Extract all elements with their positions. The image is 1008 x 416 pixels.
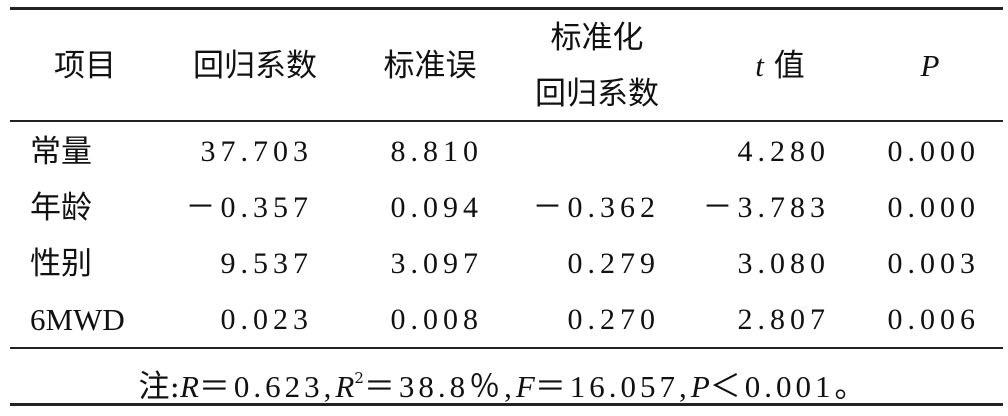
body-rule xyxy=(10,347,1003,349)
value-cell: 0.270 xyxy=(567,303,660,336)
note-symbol: R xyxy=(335,369,355,404)
row-label: 常量 xyxy=(30,134,92,170)
value-cell: 0.279 xyxy=(567,247,660,280)
note-text: 注: xyxy=(138,369,180,405)
value-cell: －0.362 xyxy=(532,191,660,224)
note-symbol: F xyxy=(515,369,535,404)
header-cell: t 值 xyxy=(700,46,860,86)
value-cell: 3.097 xyxy=(390,247,483,280)
value-cell: 9.537 xyxy=(220,247,313,280)
value-cell: 0.003 xyxy=(887,247,980,280)
value-cell: 3.080 xyxy=(737,247,830,280)
value-cell: －3.783 xyxy=(702,191,830,224)
header-cell: 回归系数 xyxy=(535,76,659,112)
value-cell: 0.008 xyxy=(390,303,483,336)
value-cell: 0.094 xyxy=(390,191,483,224)
header-cell: 标准误 xyxy=(383,48,477,84)
note-text: ＝0.623, xyxy=(198,369,336,404)
note-symbol: P xyxy=(690,369,710,404)
value-cell: 0.000 xyxy=(887,135,980,168)
value-cell: 2.807 xyxy=(737,303,830,336)
note-text: ＝38.8％, xyxy=(363,369,516,404)
row-label: 性别 xyxy=(30,246,92,282)
table-note: 注:R＝0.623,R2＝38.8％,F＝16.057,P＜0.001。 xyxy=(0,356,1008,409)
header-rule xyxy=(10,120,1003,122)
header-italic: t xyxy=(755,48,764,83)
note-text: ＜0.001。 xyxy=(709,369,870,404)
top-rule xyxy=(10,7,1003,10)
row-label: 年龄 xyxy=(30,190,92,226)
header-cell: 回归系数 xyxy=(193,48,317,84)
header-cell: P xyxy=(920,48,940,83)
header-text: 值 xyxy=(773,48,805,84)
note-text: ＝16.057, xyxy=(534,369,691,404)
row-label: 6MWD xyxy=(30,302,125,337)
superscript: 2 xyxy=(354,369,364,387)
value-cell: －0.357 xyxy=(185,191,313,224)
bottom-rule xyxy=(10,403,1003,406)
header-cell: 项目 xyxy=(54,48,116,84)
value-cell: 8.810 xyxy=(390,135,483,168)
value-cell: 0.023 xyxy=(220,303,313,336)
value-cell: 0.000 xyxy=(887,191,980,224)
value-cell: 0.006 xyxy=(887,303,980,336)
note-symbol: R xyxy=(179,369,199,404)
header-cell: 标准化 xyxy=(550,20,644,56)
value-cell: 37.703 xyxy=(200,135,313,168)
value-cell: 4.280 xyxy=(737,135,830,168)
